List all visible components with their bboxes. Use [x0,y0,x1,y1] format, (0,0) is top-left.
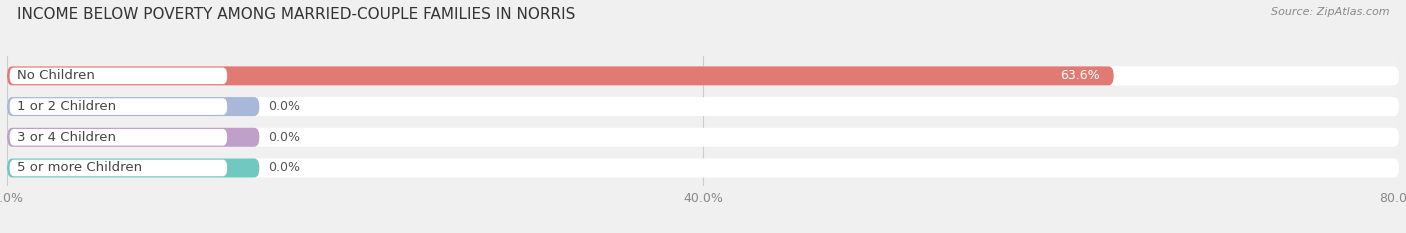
Text: INCOME BELOW POVERTY AMONG MARRIED-COUPLE FAMILIES IN NORRIS: INCOME BELOW POVERTY AMONG MARRIED-COUPL… [17,7,575,22]
FancyBboxPatch shape [7,128,259,147]
FancyBboxPatch shape [10,98,228,115]
FancyBboxPatch shape [7,97,259,116]
Text: Source: ZipAtlas.com: Source: ZipAtlas.com [1271,7,1389,17]
Text: 63.6%: 63.6% [1060,69,1099,82]
Text: 3 or 4 Children: 3 or 4 Children [17,131,117,144]
Text: 1 or 2 Children: 1 or 2 Children [17,100,117,113]
FancyBboxPatch shape [7,66,1114,85]
FancyBboxPatch shape [10,160,228,176]
Text: 0.0%: 0.0% [269,131,299,144]
FancyBboxPatch shape [7,66,1399,85]
FancyBboxPatch shape [10,68,228,84]
FancyBboxPatch shape [7,158,1399,178]
Text: 0.0%: 0.0% [269,161,299,175]
Text: 5 or more Children: 5 or more Children [17,161,142,175]
FancyBboxPatch shape [7,97,1399,116]
FancyBboxPatch shape [7,128,1399,147]
FancyBboxPatch shape [7,158,259,178]
Text: 0.0%: 0.0% [269,100,299,113]
FancyBboxPatch shape [10,129,228,146]
Text: No Children: No Children [17,69,96,82]
